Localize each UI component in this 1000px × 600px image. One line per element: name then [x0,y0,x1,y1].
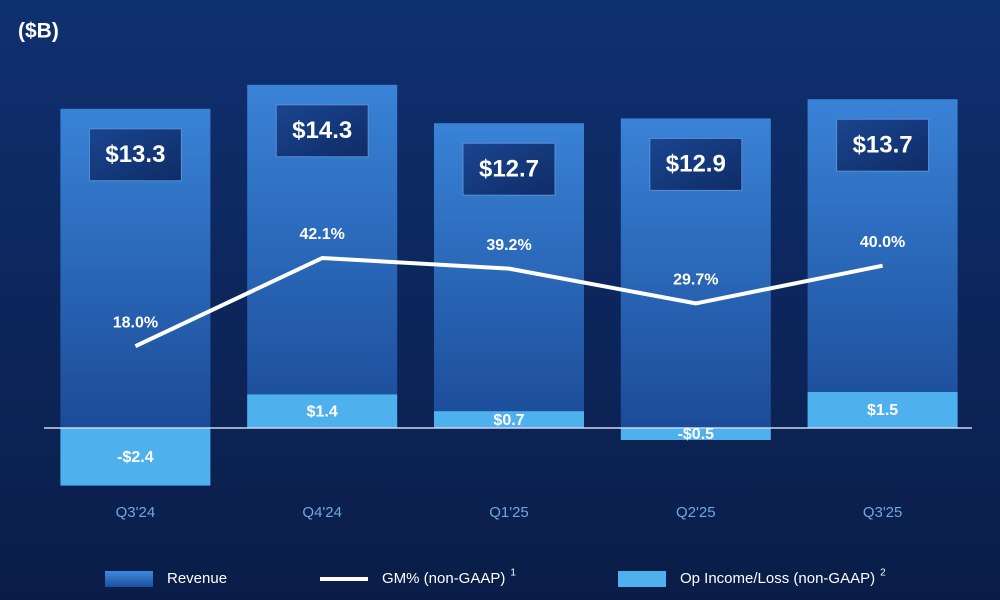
x-tick-label: Q3'24 [116,504,156,521]
revenue-label-box [462,142,556,196]
revenue-label: $14.3 [292,117,352,144]
revenue-label-box [836,118,930,172]
gm-label: 18.0% [113,314,158,331]
gm-label: 42.1% [300,226,345,243]
legend-label: GM% (non-GAAP) [382,570,505,587]
op-income-bar [434,411,584,428]
revenue-label-box [275,104,369,158]
legend: Revenue GM% (non-GAAP) 1 Op Income/Loss (no… [105,568,886,587]
legend-swatch [105,571,153,587]
gm-label: 40.0% [860,234,905,251]
legend-footnote: 1 [510,568,516,579]
x-tick-label: Q2'25 [676,504,716,521]
x-tick-label: Q3'25 [863,504,903,521]
revenue-label: $13.3 [105,141,165,168]
gm-label: 39.2% [486,237,531,254]
revenue-label: $12.7 [479,156,539,183]
op-income-label: -$0.5 [678,426,715,443]
revenue-label-box [88,128,182,182]
gm-line [134,256,883,349]
legend-label: Op Income/Loss (non-GAAP) [680,570,875,587]
legend-swatch [618,571,666,587]
op-income-bar [247,394,398,428]
revenue-label: $12.9 [666,151,726,178]
x-tick-label: Q1'25 [489,504,529,521]
op-income-label: $1.4 [307,403,338,420]
chart-title: ($B) [18,20,59,43]
op-income-bar [620,428,771,440]
revenue-label-box [649,137,743,191]
legend-footnote: 2 [880,568,886,579]
plot: $13.3 $14.3 $12.7 $12.9 $13.7 18.0% 42.1% 39.2%… [44,84,972,521]
op-income-label: -$2.4 [117,449,154,466]
op-income-label: $1.5 [867,402,898,419]
x-tick-label: Q4'24 [302,504,342,521]
op-income-bar [807,392,958,428]
legend-label: Revenue [167,570,227,587]
op-income-label: $0.7 [493,412,524,429]
revenue-label: $13.7 [853,132,913,159]
op-income-bar [60,428,211,486]
gm-label: 29.7% [673,272,718,289]
